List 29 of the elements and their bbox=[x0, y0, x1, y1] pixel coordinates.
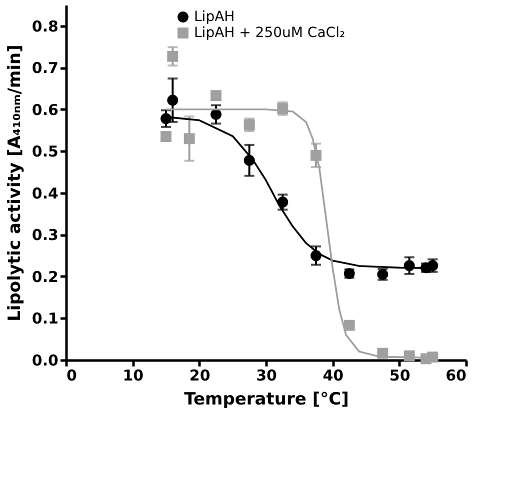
y-tick-label: 0.3 bbox=[32, 226, 58, 244]
point bbox=[344, 320, 355, 331]
legend-label: LipAH bbox=[194, 9, 235, 25]
y-tick-label: 0.1 bbox=[32, 310, 58, 328]
x-tick-label: 50 bbox=[389, 366, 410, 384]
x-tick-label: 30 bbox=[256, 366, 277, 384]
x-tick-label: 60 bbox=[446, 366, 466, 384]
x-tick-label: 20 bbox=[189, 366, 210, 384]
point bbox=[427, 352, 438, 363]
x-tick-label: 40 bbox=[322, 366, 344, 384]
point bbox=[167, 50, 178, 62]
x-tick-label: 0 bbox=[66, 366, 77, 384]
point bbox=[210, 108, 222, 120]
point bbox=[160, 113, 172, 124]
point bbox=[160, 131, 172, 142]
y-tick-label: 0.5 bbox=[32, 142, 58, 161]
y-tick-label: 0.0 bbox=[32, 352, 58, 370]
y-tick-label: 0.7 bbox=[32, 59, 58, 78]
point bbox=[184, 133, 195, 144]
legend-label: LipAH + 250uM CaCl₂ bbox=[194, 25, 346, 41]
y-axis-title: Lipolytic activity [A₄₁₀ₙₘ/min] bbox=[4, 44, 25, 322]
y-tick-label: 0.6 bbox=[32, 100, 58, 119]
point bbox=[167, 94, 178, 106]
x-axis-title: Temperature [°C] bbox=[184, 390, 349, 410]
y-tick-label: 0.8 bbox=[32, 17, 58, 36]
y-tick-label: 0.4 bbox=[32, 184, 58, 202]
y-tick-label: 0.2 bbox=[32, 268, 58, 286]
x-tick-label: 10 bbox=[122, 366, 144, 384]
point bbox=[210, 90, 222, 102]
